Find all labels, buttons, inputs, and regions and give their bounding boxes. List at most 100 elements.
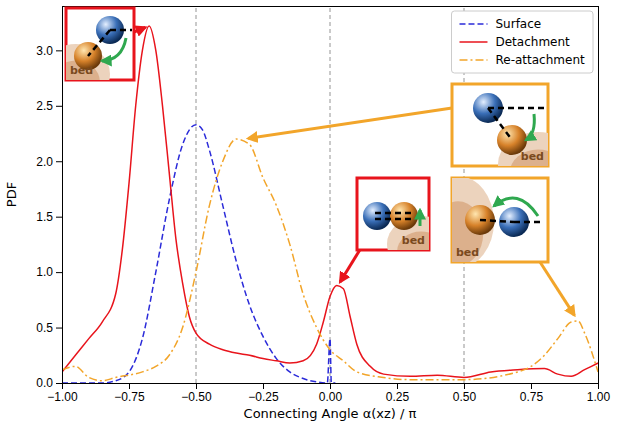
legend: Surface Detachment Re-attachment [451, 11, 593, 73]
legend-frame [451, 11, 593, 73]
y-tick-label: 1.0 [36, 265, 53, 279]
x-tick-label: 0.50 [453, 390, 477, 404]
bed [452, 178, 494, 262]
x-tick: 0.75 [520, 383, 544, 404]
y-tick-mark [56, 328, 62, 329]
inset-content [66, 16, 132, 80]
reference-dash [514, 221, 544, 224]
y-tick-mark [56, 50, 62, 51]
y-tick-label: 2.5 [36, 99, 53, 113]
y-tick-mark [56, 161, 62, 162]
rotation-arrow [494, 198, 538, 216]
reference-dash [110, 29, 132, 32]
inset: bed [422, 176, 548, 268]
series-line [62, 26, 598, 377]
y-axis: 0.00.51.01.52.02.53.0 [36, 7, 62, 391]
legend-label: Re-attachment [495, 53, 585, 67]
annotation-label: bed [402, 234, 425, 247]
y-tick-mark [56, 272, 62, 273]
annotation-arrow [134, 27, 145, 32]
x-tick-mark [464, 383, 465, 389]
y-tick-mark [56, 217, 62, 218]
y-tick: 2.5 [36, 99, 62, 113]
x-tick: 0.25 [386, 383, 410, 404]
inset: bed [42, 8, 134, 104]
y-tick-label: 0.0 [36, 376, 53, 390]
x-tick-label: −0.25 [248, 390, 279, 404]
bed [397, 231, 429, 250]
x-tick-mark [330, 383, 331, 389]
x-tick-label: 0.00 [319, 390, 343, 404]
particle [363, 202, 391, 230]
x-tick: 1.00 [587, 383, 611, 404]
legend-label: Surface [495, 17, 541, 31]
y-tick-label: 2.0 [36, 155, 53, 169]
x-tick-mark [62, 383, 63, 389]
insets: bed bed bed bed [42, 8, 578, 315]
annotation-label: bed [521, 150, 544, 163]
x-tick: 0.50 [453, 383, 477, 404]
reference-lines [196, 6, 464, 383]
lines [62, 26, 598, 383]
y-tick: 0.0 [36, 376, 62, 390]
frame [62, 6, 598, 7]
x-tick-mark [397, 383, 398, 389]
y-tick-label: 3.0 [36, 44, 53, 58]
reference-dash [488, 107, 544, 110]
reference-dash [480, 220, 514, 222]
series-line [62, 125, 335, 383]
y-tick: 2.0 [36, 155, 62, 169]
reference-dash [375, 218, 415, 221]
frame [598, 6, 599, 383]
legend-swatch [459, 41, 487, 43]
y-tick: 0.5 [36, 321, 62, 335]
x-axis-title: Connecting Angle α(xz) / π [244, 406, 417, 421]
inset-content [473, 93, 548, 166]
x-tick: −0.50 [181, 383, 212, 404]
x-tick: −0.25 [248, 383, 279, 404]
x-tick-mark [531, 383, 532, 389]
x-tick-label: −0.50 [181, 390, 212, 404]
reference-dash [88, 30, 110, 56]
x-tick-label: −0.75 [114, 390, 145, 404]
y-tick-mark [56, 106, 62, 107]
annotation-arrow [540, 262, 574, 315]
x-tick-mark [598, 383, 599, 389]
x-tick: 0.00 [319, 383, 343, 404]
y-tick: 3.0 [36, 44, 62, 58]
inset-content [363, 202, 429, 250]
particle [390, 202, 418, 230]
reference-dash [488, 108, 512, 140]
legend-swatch [459, 23, 487, 25]
legend-label: Detachment [495, 35, 570, 49]
chart: −1.00−0.75−0.50−0.250.000.250.500.751.00… [0, 0, 620, 430]
x-axis: −1.00 −0.75 −0.50 −0.25 0.00 0.25 0.50 0.75 1.00 [47, 383, 610, 404]
rotation-arrow [526, 114, 534, 140]
y-axis-line [62, 7, 63, 384]
x-tick-label: −1.00 [47, 390, 78, 404]
y-tick-mark [56, 383, 62, 384]
inset: bed [357, 178, 455, 272]
reference-line [330, 6, 331, 383]
x-tick: −0.75 [114, 383, 145, 404]
inset-content [452, 178, 544, 262]
rotation-arrow [102, 38, 126, 61]
y-axis-title: PDF [4, 182, 19, 207]
x-tick-label: 0.75 [520, 390, 544, 404]
x-tick-mark [263, 383, 264, 389]
x-tick-mark [196, 383, 197, 389]
inset-frame [452, 84, 548, 166]
annotation-arrow [340, 248, 361, 282]
x-tick-mark [129, 383, 130, 389]
reference-dash [375, 212, 415, 215]
y-tick: 1.0 [36, 265, 62, 279]
rotation-arrow [419, 210, 422, 226]
reference-line [196, 6, 197, 383]
legend-swatch [459, 59, 487, 61]
annotation-arrow [248, 108, 452, 138]
y-tick-label: 0.5 [36, 321, 53, 335]
x-tick-label: 1.00 [587, 390, 611, 404]
x-tick-label: 0.25 [386, 390, 410, 404]
annotation-label: bed [456, 246, 479, 259]
series-line [62, 139, 598, 381]
